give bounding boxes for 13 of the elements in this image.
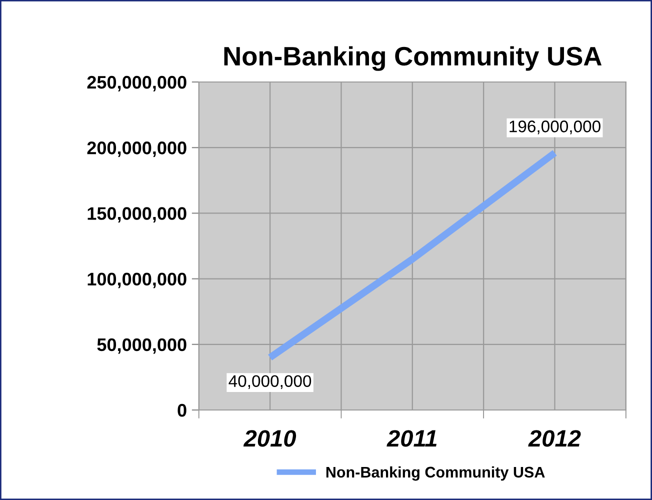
y-tick-label: 250,000,000 [87,76,186,92]
x-tick-label: 2012 [528,430,581,447]
legend-label: Non-Banking Community USA [326,466,545,481]
y-tick-label: 150,000,000 [88,207,186,223]
y-tick-label: 0 [178,404,186,417]
data-label: 196,000,000 [510,120,600,134]
y-tick-label: 200,000,000 [87,142,186,157]
data-label: 40,000,000 [228,375,312,389]
chart-title: Non-Banking Community USA [224,46,602,71]
y-tick-label: 50,000,000 [97,338,186,354]
x-tick-label: 2010 [243,430,296,447]
x-tick-label: 2011 [386,430,437,447]
y-tick-label: 100,000,000 [88,272,186,288]
